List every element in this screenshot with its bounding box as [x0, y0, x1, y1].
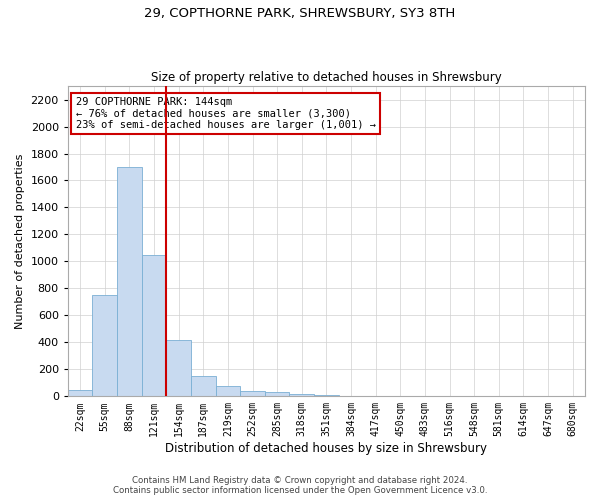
- Bar: [240, 391, 265, 396]
- Text: 29, COPTHORNE PARK, SHREWSBURY, SY3 8TH: 29, COPTHORNE PARK, SHREWSBURY, SY3 8TH: [145, 8, 455, 20]
- Text: 29 COPTHORNE PARK: 144sqm
← 76% of detached houses are smaller (3,300)
23% of se: 29 COPTHORNE PARK: 144sqm ← 76% of detac…: [76, 97, 376, 130]
- Bar: [92, 295, 117, 396]
- Bar: [314, 395, 339, 396]
- Bar: [68, 390, 92, 396]
- X-axis label: Distribution of detached houses by size in Shrewsbury: Distribution of detached houses by size …: [166, 442, 487, 455]
- Bar: [117, 167, 142, 396]
- Bar: [166, 340, 191, 396]
- Title: Size of property relative to detached houses in Shrewsbury: Size of property relative to detached ho…: [151, 70, 502, 84]
- Y-axis label: Number of detached properties: Number of detached properties: [15, 154, 25, 329]
- Bar: [289, 394, 314, 396]
- Text: Contains HM Land Registry data © Crown copyright and database right 2024.
Contai: Contains HM Land Registry data © Crown c…: [113, 476, 487, 495]
- Bar: [191, 376, 215, 396]
- Bar: [215, 386, 240, 396]
- Bar: [142, 254, 166, 396]
- Bar: [265, 392, 289, 396]
